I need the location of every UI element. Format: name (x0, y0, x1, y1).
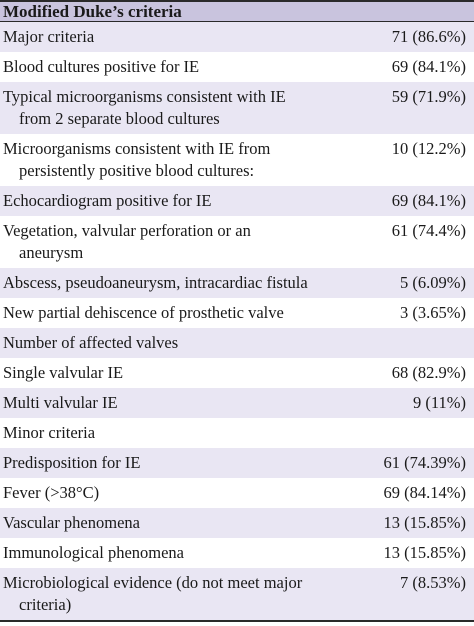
table-row-echocardiogram: Echocardiogram positive for IE 69 (84.1%… (0, 186, 474, 216)
row-label: Single valvular IE (3, 363, 124, 382)
table-row-typical-microorganisms: Typical microorganisms consistent with I… (0, 82, 474, 134)
row-label-line1: Microbiological evidence (do not meet ma… (3, 573, 303, 592)
row-label: Vegetation, valvular perforation or an a… (0, 220, 392, 264)
row-value: 5 (6.09%) (400, 273, 466, 292)
row-label: Microorganisms consistent with IE from p… (0, 138, 392, 182)
row-value: 7 (8.53%) (400, 573, 466, 592)
row-value: 13 (15.85%) (383, 543, 466, 562)
table-row-vascular: Vascular phenomena 13 (15.85%) (0, 508, 474, 538)
row-label: Major criteria (3, 27, 95, 46)
table-bottom-rule (0, 620, 474, 622)
row-label: Typical microorganisms consistent with I… (0, 86, 392, 130)
row-label: Echocardiogram positive for IE (3, 191, 212, 210)
table-row-single-valvular: Single valvular IE 68 (82.9%) (0, 358, 474, 388)
table-header-title: Modified Duke’s criteria (3, 1, 182, 21)
row-label-line1: Vegetation, valvular perforation or an (3, 221, 251, 240)
row-value: 69 (84.1%) (391, 191, 466, 210)
row-value: 61 (74.4%) (391, 221, 466, 240)
table-row-blood-cultures: Blood cultures positive for IE 69 (84.1%… (0, 52, 474, 82)
table-row-immunological: Immunological phenomena 13 (15.85%) (0, 538, 474, 568)
table-row-minor-criteria: Minor criteria (0, 418, 474, 448)
row-value: 3 (3.65%) (400, 303, 466, 322)
row-value: 10 (12.2%) (391, 139, 466, 158)
row-label: Multi valvular IE (3, 393, 118, 412)
table-row-abscess: Abscess, pseudoaneurysm, intracardiac fi… (0, 268, 474, 298)
row-label: Immunological phenomena (3, 543, 184, 562)
table-row-affected-valves: Number of affected valves (0, 328, 474, 358)
row-label: Minor criteria (3, 423, 96, 442)
table-row-dehiscence: New partial dehiscence of prosthetic val… (0, 298, 474, 328)
table-row-predisposition: Predisposition for IE 61 (74.39%) (0, 448, 474, 478)
row-value: 71 (86.6%) (391, 27, 466, 46)
table-header: Modified Duke’s criteria (0, 0, 474, 22)
row-label-line2: aneurysm (19, 243, 84, 262)
table-row-vegetation: Vegetation, valvular perforation or an a… (0, 216, 474, 268)
row-label: Number of affected valves (3, 333, 179, 352)
row-label: Abscess, pseudoaneurysm, intracardiac fi… (3, 273, 308, 292)
row-value: 9 (11%) (413, 393, 466, 412)
row-value: 13 (15.85%) (383, 513, 466, 532)
row-label: Fever (>38°C) (3, 483, 100, 502)
row-label: Vascular phenomena (3, 513, 140, 532)
row-value: 59 (71.9%) (391, 87, 466, 106)
row-label-line2: persistently positive blood cultures: (19, 161, 255, 180)
row-label-line1: Typical microorganisms consistent with I… (3, 87, 286, 106)
row-value: 69 (84.14%) (383, 483, 466, 502)
table-row-major-criteria: Major criteria 71 (86.6%) (0, 22, 474, 52)
row-label: Blood cultures positive for IE (3, 57, 200, 76)
row-value: 69 (84.1%) (391, 57, 466, 76)
row-label-line1: Microorganisms consistent with IE from (3, 139, 271, 158)
row-label: New partial dehiscence of prosthetic val… (3, 303, 284, 322)
row-value: 68 (82.9%) (391, 363, 466, 382)
row-label-line2: from 2 separate blood cultures (19, 109, 220, 128)
table-row-microbiological: Microbiological evidence (do not meet ma… (0, 568, 474, 620)
table-row-persistent-microorganisms: Microorganisms consistent with IE from p… (0, 134, 474, 186)
row-label: Predisposition for IE (3, 453, 141, 472)
row-label: Microbiological evidence (do not meet ma… (0, 572, 400, 616)
row-label-line2: criteria) (19, 595, 72, 614)
table-row-multi-valvular: Multi valvular IE 9 (11%) (0, 388, 474, 418)
row-value: 61 (74.39%) (383, 453, 466, 472)
table-row-fever: Fever (>38°C) 69 (84.14%) (0, 478, 474, 508)
